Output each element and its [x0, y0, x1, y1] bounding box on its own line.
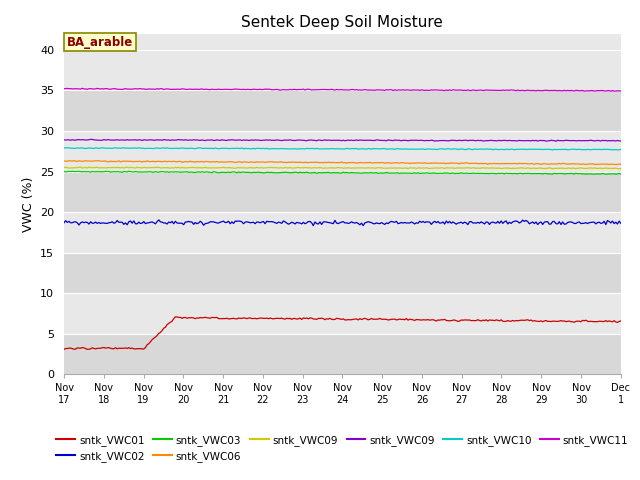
sntk_VWC02	[525, 221, 533, 227]
sntk_VWC09	[617, 138, 625, 144]
sntk_VWC09	[87, 136, 95, 142]
sntk_VWC09	[60, 165, 68, 170]
sntk_VWC01	[172, 314, 179, 320]
sntk_VWC03	[185, 169, 193, 175]
sntk_VWC10	[67, 145, 74, 151]
sntk_VWC10	[614, 147, 621, 153]
Line: sntk_VWC10: sntk_VWC10	[64, 148, 621, 150]
sntk_VWC01	[83, 347, 91, 352]
sntk_VWC01	[67, 345, 74, 351]
Bar	[64, 293, 621, 334]
sntk_VWC11	[607, 88, 614, 94]
Line: sntk_VWC01: sntk_VWC01	[64, 317, 621, 349]
sntk_VWC02	[617, 220, 625, 226]
sntk_VWC03	[125, 168, 132, 174]
sntk_VWC10	[524, 146, 532, 152]
sntk_VWC01	[60, 347, 68, 352]
Text: BA_arable: BA_arable	[67, 36, 133, 48]
sntk_VWC11	[67, 85, 74, 91]
sntk_VWC11	[374, 87, 382, 93]
sntk_VWC09	[374, 165, 382, 170]
sntk_VWC03	[60, 169, 68, 175]
sntk_VWC09	[524, 138, 532, 144]
sntk_VWC01	[617, 318, 625, 324]
sntk_VWC02	[60, 220, 68, 226]
sntk_VWC09	[77, 164, 84, 170]
Bar	[64, 212, 621, 252]
sntk_VWC01	[519, 317, 527, 323]
sntk_VWC02	[519, 217, 527, 223]
sntk_VWC09	[67, 137, 74, 143]
sntk_VWC09	[517, 138, 525, 144]
sntk_VWC03	[228, 169, 236, 175]
sntk_VWC11	[524, 87, 532, 93]
Line: sntk_VWC09: sntk_VWC09	[64, 139, 621, 141]
sntk_VWC11	[617, 88, 625, 94]
sntk_VWC11	[79, 85, 86, 91]
sntk_VWC06	[517, 161, 525, 167]
sntk_VWC03	[517, 170, 525, 176]
sntk_VWC06	[70, 158, 78, 164]
sntk_VWC11	[185, 86, 193, 92]
sntk_VWC09	[228, 165, 236, 171]
sntk_VWC03	[617, 171, 625, 177]
sntk_VWC10	[374, 146, 382, 152]
Title: Sentek Deep Soil Moisture: Sentek Deep Soil Moisture	[241, 15, 444, 30]
sntk_VWC06	[374, 160, 382, 166]
sntk_VWC03	[374, 170, 382, 176]
Line: sntk_VWC06: sntk_VWC06	[64, 161, 621, 165]
sntk_VWC10	[99, 145, 106, 151]
sntk_VWC03	[612, 171, 620, 177]
Bar	[64, 131, 621, 171]
Line: sntk_VWC03: sntk_VWC03	[64, 171, 621, 174]
sntk_VWC11	[228, 87, 236, 93]
sntk_VWC09	[517, 165, 525, 171]
sntk_VWC02	[155, 217, 163, 223]
Bar	[64, 90, 621, 131]
sntk_VWC10	[60, 145, 68, 151]
sntk_VWC06	[67, 158, 74, 164]
sntk_VWC01	[230, 315, 237, 321]
sntk_VWC02	[310, 223, 317, 228]
sntk_VWC10	[185, 145, 193, 151]
sntk_VWC10	[617, 146, 625, 152]
sntk_VWC10	[228, 145, 236, 151]
sntk_VWC09	[374, 137, 382, 143]
sntk_VWC09	[524, 165, 532, 170]
sntk_VWC09	[185, 137, 193, 143]
sntk_VWC09	[552, 138, 560, 144]
sntk_VWC03	[524, 170, 532, 176]
sntk_VWC01	[525, 318, 533, 324]
Bar	[64, 50, 621, 90]
sntk_VWC06	[185, 159, 193, 165]
sntk_VWC02	[376, 221, 383, 227]
sntk_VWC02	[67, 220, 74, 226]
sntk_VWC11	[517, 88, 525, 94]
Legend: sntk_VWC01, sntk_VWC02, sntk_VWC03, sntk_VWC06, sntk_VWC09, sntk_VWC09, sntk_VWC: sntk_VWC01, sntk_VWC02, sntk_VWC03, sntk…	[52, 431, 633, 466]
sntk_VWC10	[517, 146, 525, 152]
sntk_VWC09	[228, 137, 236, 143]
sntk_VWC06	[228, 159, 236, 165]
sntk_VWC06	[524, 161, 532, 167]
Bar	[64, 171, 621, 212]
sntk_VWC11	[60, 86, 68, 92]
sntk_VWC09	[185, 165, 193, 170]
sntk_VWC02	[185, 218, 193, 224]
sntk_VWC09	[60, 137, 68, 143]
sntk_VWC01	[376, 315, 383, 321]
Y-axis label: VWC (%): VWC (%)	[22, 176, 35, 232]
sntk_VWC06	[617, 162, 625, 168]
Line: sntk_VWC02: sntk_VWC02	[64, 220, 621, 226]
sntk_VWC09	[67, 165, 74, 171]
sntk_VWC03	[67, 169, 74, 175]
Line: sntk_VWC09: sntk_VWC09	[64, 167, 621, 169]
sntk_VWC02	[228, 219, 236, 225]
Line: sntk_VWC11: sntk_VWC11	[64, 88, 621, 91]
Bar	[64, 252, 621, 293]
sntk_VWC09	[617, 166, 625, 172]
sntk_VWC01	[186, 315, 194, 321]
Bar	[64, 334, 621, 374]
sntk_VWC06	[60, 158, 68, 164]
